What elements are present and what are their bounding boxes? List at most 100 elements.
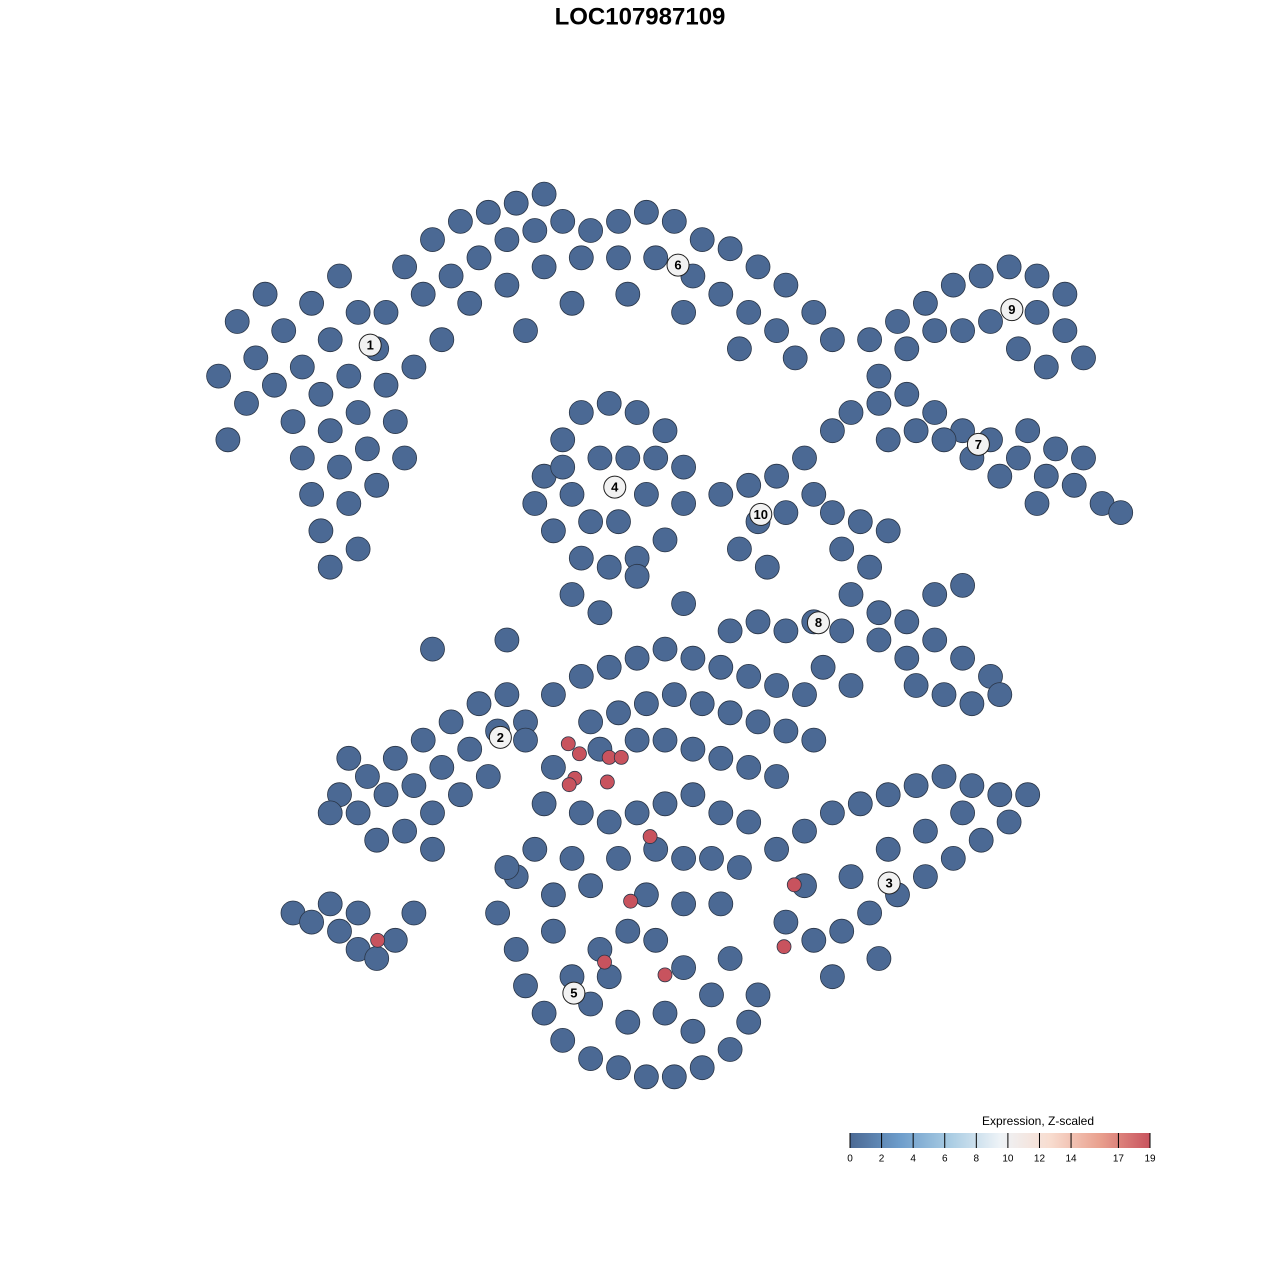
point: [615, 281, 641, 307]
point: [317, 554, 343, 580]
point: [624, 400, 650, 425]
point: [773, 909, 799, 935]
point: [671, 891, 696, 917]
point: [634, 882, 659, 908]
point: [680, 782, 706, 808]
point: [1052, 281, 1078, 307]
point: [717, 946, 743, 971]
point: [317, 891, 343, 917]
point: [234, 390, 259, 416]
colorbar-tick-label: 12: [1034, 1154, 1046, 1165]
point: [671, 299, 696, 325]
point: [1043, 436, 1068, 462]
point: [615, 445, 641, 471]
point: [866, 390, 892, 416]
point: [624, 645, 650, 671]
point: [623, 893, 638, 909]
point: [634, 481, 659, 507]
point: [513, 973, 538, 999]
point: [792, 445, 817, 471]
point: [708, 654, 734, 680]
point: [745, 982, 771, 1008]
point: [299, 481, 325, 507]
point: [652, 527, 678, 553]
point: [643, 245, 669, 271]
point: [745, 254, 771, 280]
point: [596, 390, 622, 416]
point: [599, 774, 615, 790]
point: [606, 700, 631, 726]
point: [968, 827, 994, 853]
point: [838, 400, 864, 425]
point: [410, 281, 436, 307]
point: [717, 1037, 743, 1062]
point: [829, 918, 855, 944]
point: [847, 791, 873, 817]
point: [727, 336, 752, 362]
labels-layer: 1 6 9 7 4 10 8 2 3 5: [358, 253, 1024, 1005]
point: [531, 254, 557, 280]
point: [661, 682, 687, 707]
point: [503, 190, 529, 216]
point: [717, 700, 743, 726]
point: [866, 363, 892, 389]
point: [559, 582, 585, 607]
point: [271, 318, 297, 344]
point: [671, 491, 696, 516]
point: [866, 946, 892, 971]
point: [717, 236, 743, 262]
point: [1033, 463, 1059, 489]
point: [308, 381, 334, 407]
point: [913, 290, 938, 316]
point: [643, 927, 669, 953]
point: [401, 773, 427, 798]
point: [606, 208, 631, 234]
point: [922, 582, 948, 607]
point: [541, 518, 566, 544]
point: [792, 682, 817, 707]
colorbar-tick-label: 4: [910, 1154, 916, 1165]
point: [689, 691, 715, 717]
point: [773, 500, 799, 525]
point: [317, 418, 343, 444]
point: [522, 218, 548, 243]
point: [466, 245, 492, 271]
point: [996, 254, 1022, 280]
point: [786, 877, 802, 893]
point: [652, 1000, 678, 1026]
point: [708, 800, 734, 826]
point: [940, 272, 966, 298]
point: [776, 939, 792, 955]
cluster-label: 4: [611, 480, 619, 495]
point: [457, 290, 483, 316]
point: [875, 427, 901, 453]
point: [745, 609, 771, 635]
point: [596, 809, 622, 835]
point: [308, 518, 334, 544]
point: [596, 554, 622, 580]
point: [1024, 263, 1050, 289]
point: [987, 682, 1013, 707]
point: [875, 836, 901, 862]
point: [708, 481, 734, 507]
point: [606, 509, 631, 535]
point: [531, 791, 557, 817]
point: [820, 418, 845, 444]
point: [475, 199, 501, 225]
point: [801, 727, 827, 753]
point: [224, 309, 250, 334]
point: [652, 418, 678, 444]
point: [634, 691, 659, 717]
point: [838, 864, 864, 889]
point: [1071, 345, 1096, 371]
point: [606, 846, 631, 871]
point: [420, 800, 445, 826]
point: [699, 982, 724, 1008]
colorbar-fill: [850, 1133, 1150, 1148]
point: [838, 582, 864, 607]
point: [572, 746, 587, 762]
point: [345, 400, 371, 425]
point: [764, 463, 789, 489]
point: [606, 245, 631, 271]
point: [661, 208, 687, 234]
